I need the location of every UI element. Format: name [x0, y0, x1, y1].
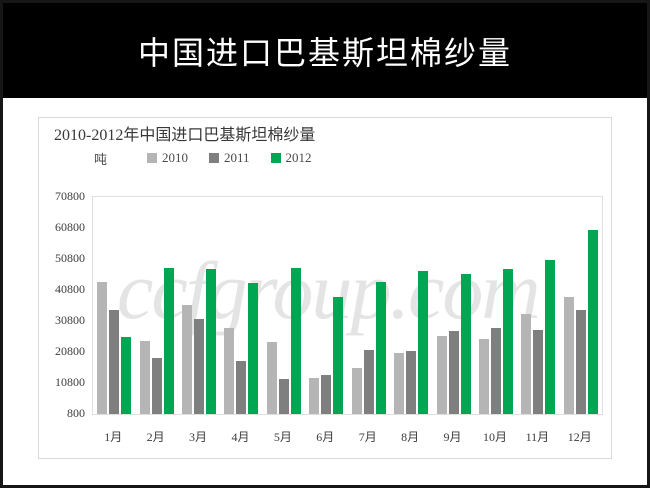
bar-2011-8月: [406, 351, 417, 414]
bar-2011-7月: [363, 349, 374, 414]
legend-label-2011: 2011: [224, 150, 250, 165]
bar-group-2月: [135, 197, 177, 414]
legend-swatch-2011: [209, 153, 220, 163]
x-axis-label-2月: 2月: [146, 430, 165, 444]
bar-2012-9月: [460, 273, 471, 414]
bar-2011-1月: [109, 309, 120, 414]
bar-2010-4月: [224, 328, 235, 414]
bar-2011-2月: [151, 357, 162, 414]
bar-group-3月: [178, 197, 220, 414]
legend-swatch-2012: [270, 153, 281, 163]
bar-2012-1月: [121, 337, 132, 414]
bar-2011-10月: [490, 328, 501, 414]
bar-group-11月: [517, 197, 559, 414]
y-tick-label-30800: 30800: [55, 313, 85, 327]
x-axis-label-1月: 1月: [104, 430, 123, 444]
x-axis-label-6月: 6月: [316, 430, 335, 444]
bar-2011-9月: [448, 331, 459, 414]
bar-group-9月: [432, 197, 474, 414]
legend-item-2012: 2012: [270, 150, 312, 166]
plot-area: [92, 196, 603, 415]
bar-group-8月: [390, 197, 432, 414]
y-tick-label-70800: 70800: [55, 189, 85, 203]
bar-2011-6月: [321, 374, 332, 414]
legend-label-2010: 2010: [162, 150, 189, 165]
bar-group-12月: [560, 197, 602, 414]
bar-group-6月: [305, 197, 347, 414]
bar-group-7月: [348, 197, 390, 414]
bar-2010-2月: [139, 340, 150, 414]
bar-2012-4月: [248, 283, 259, 414]
x-axis-label-3月: 3月: [189, 430, 208, 444]
x-axis-label-9月: 9月: [443, 430, 462, 444]
bar-2012-6月: [333, 297, 344, 414]
bar-2010-10月: [478, 338, 489, 414]
bar-2011-5月: [278, 379, 289, 414]
bar-2012-11月: [545, 259, 556, 414]
chart-panel: 2010-2012年中国进口巴基斯坦棉纱量 吨 2010 2011 2012 c…: [38, 117, 612, 459]
bar-2010-5月: [266, 342, 277, 414]
x-axis-label-8月: 8月: [401, 430, 420, 444]
x-axis-label-5月: 5月: [273, 430, 292, 444]
bar-2010-6月: [309, 377, 320, 414]
chart-title: 2010-2012年中国进口巴基斯坦棉纱量: [54, 127, 316, 144]
bar-2010-8月: [394, 352, 405, 414]
bar-2010-7月: [351, 368, 362, 414]
y-tick-label-10800: 10800: [55, 375, 85, 389]
y-tick-label-60800: 60800: [55, 220, 85, 234]
bar-2012-3月: [206, 269, 217, 414]
bar-2012-12月: [587, 230, 598, 414]
bar-group-4月: [220, 197, 262, 414]
chart-legend: 吨 2010 2011 2012: [94, 149, 333, 167]
bar-2012-10月: [502, 269, 513, 414]
y-tick-label-40800: 40800: [55, 282, 85, 296]
bar-group-10月: [475, 197, 517, 414]
bar-group-5月: [263, 197, 305, 414]
bar-2010-12月: [563, 297, 574, 414]
bar-2011-3月: [194, 318, 205, 414]
bar-2011-4月: [236, 360, 247, 414]
bar-2010-11月: [521, 314, 532, 414]
bar-2012-7月: [375, 281, 386, 414]
y-tick-label-20800: 20800: [55, 344, 85, 358]
x-axis-label-10月: 10月: [482, 430, 507, 444]
bar-2012-5月: [290, 267, 301, 414]
legend-swatch-2010: [147, 153, 158, 163]
bar-2011-12月: [575, 309, 586, 414]
bar-2010-9月: [436, 335, 447, 414]
bar-2010-1月: [97, 281, 108, 414]
y-tick-label-50800: 50800: [55, 251, 85, 265]
x-axis-label-11月: 11月: [525, 430, 550, 444]
y-axis-unit-label: 吨: [94, 151, 108, 167]
legend-label-2012: 2012: [285, 150, 312, 165]
bar-2010-3月: [182, 304, 193, 414]
x-axis-label-4月: 4月: [231, 430, 250, 444]
y-tick-label-800: 800: [67, 406, 85, 420]
x-axis-label-12月: 12月: [567, 430, 592, 444]
slide-title: 中国进口巴基斯坦棉纱量: [137, 34, 512, 71]
legend-item-2011: 2011: [209, 150, 250, 166]
bar-2012-2月: [163, 267, 174, 414]
x-axis-label-7月: 7月: [358, 430, 377, 444]
legend-item-2010: 2010: [147, 150, 188, 166]
slide-header: 中国进口巴基斯坦棉纱量: [3, 3, 647, 98]
bar-2011-11月: [533, 329, 544, 414]
bar-2012-8月: [418, 270, 429, 414]
bar-group-1月: [93, 197, 135, 414]
